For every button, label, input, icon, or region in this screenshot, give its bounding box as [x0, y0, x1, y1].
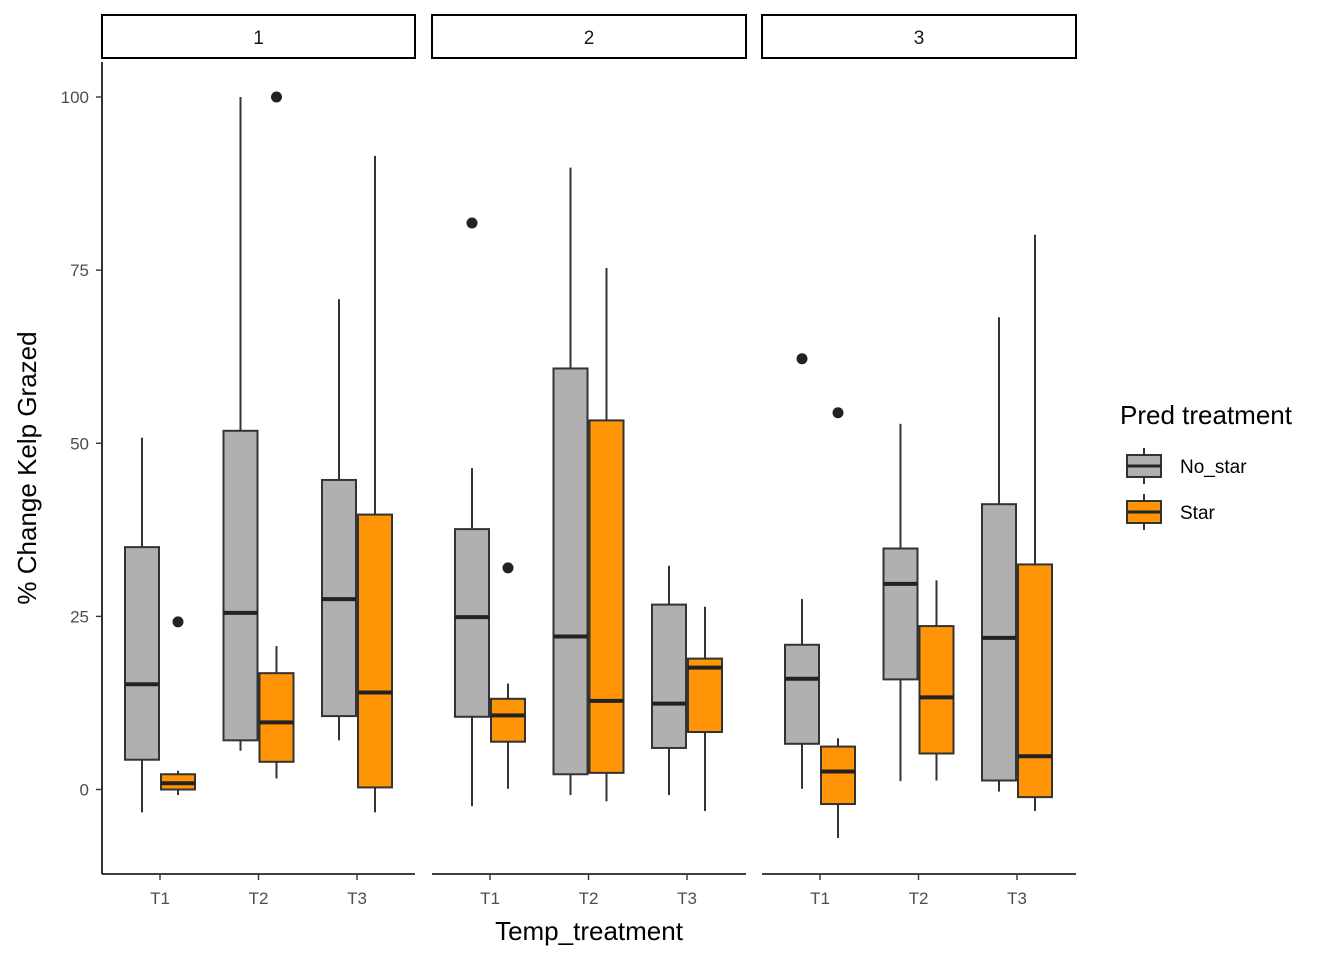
legend-title: Pred treatment — [1120, 400, 1293, 430]
box-1-T1-Star — [160, 616, 196, 796]
box-3-T2-No_star — [882, 423, 919, 782]
box-body — [882, 547, 919, 681]
box-body — [552, 367, 589, 776]
box-body — [258, 672, 295, 763]
box-3-T2-Star — [918, 580, 955, 781]
box-3-T3-No_star — [981, 317, 1017, 792]
facet-strip-2 — [431, 14, 747, 59]
y-axis-title: % Change Kelp Grazed — [12, 331, 42, 604]
box-3-T1-Star — [820, 407, 856, 838]
box-2-T2-Star — [588, 268, 625, 802]
box-body — [454, 528, 490, 718]
x-tick-label-T2: T2 — [909, 889, 929, 908]
box-body — [981, 503, 1017, 782]
box-2-T3-Star — [687, 606, 723, 811]
legend-label-No_star: No_star — [1180, 457, 1247, 478]
box-body — [784, 643, 820, 745]
x-tick-label-T1: T1 — [810, 889, 830, 908]
legend-item-Star: Star — [1126, 494, 1216, 530]
box-1-T2-No_star — [222, 97, 259, 751]
box-2-T1-No_star — [454, 217, 490, 807]
outlier-point — [832, 407, 844, 419]
facet-panel-2: 2 T1 T2 T3 — [431, 14, 747, 908]
x-axis-title: Temp_treatment — [495, 916, 684, 946]
box-body — [124, 546, 160, 761]
box-body — [820, 745, 856, 806]
facet-panel-3: 3 T1 T2 T3 — [761, 14, 1077, 908]
x-tick-label-T3: T3 — [677, 889, 697, 908]
box-2-T2-No_star — [552, 167, 589, 796]
box-3-T3-Star — [1017, 234, 1053, 811]
box-body — [1017, 563, 1053, 799]
box-body — [222, 429, 259, 742]
facet-panels: 1 T1 T2 T3 2 T1 T2 T3 3 T1 T2 T3 — [101, 14, 1077, 908]
box-body — [651, 603, 687, 749]
y-axis: 0 25 50 75 100 — [61, 62, 103, 874]
box-2-T1-Star — [490, 562, 526, 789]
y-tick-label-100: 100 — [61, 88, 89, 107]
box-body — [490, 697, 526, 743]
x-tick-label-T3: T3 — [1007, 889, 1027, 908]
outlier-point — [271, 91, 282, 103]
y-tick-label-75: 75 — [70, 261, 89, 280]
outlier-point — [172, 616, 184, 628]
legend-label-Star: Star — [1180, 503, 1216, 524]
box-3-T1-No_star — [784, 353, 820, 789]
x-tick-label-T2: T2 — [579, 889, 599, 908]
outlier-point — [466, 217, 478, 229]
box-body — [687, 657, 723, 734]
facet-strip-1 — [101, 14, 416, 59]
legend-item-No_star: No_star — [1126, 448, 1247, 484]
x-tick-label-T1: T1 — [480, 889, 500, 908]
box-1-T3-Star — [357, 155, 393, 813]
outlier-point — [502, 562, 514, 574]
y-tick-label-0: 0 — [80, 781, 89, 800]
outlier-point — [796, 353, 808, 365]
box-1-T1-No_star — [124, 437, 160, 813]
box-body — [357, 513, 393, 789]
legend: Pred treatment No_star Star — [1120, 400, 1293, 530]
x-tick-label-T3: T3 — [347, 889, 367, 908]
facet-panel-1: 1 T1 T2 T3 — [101, 14, 416, 908]
facet-strip-label-1: 1 — [253, 28, 264, 49]
box-body — [918, 625, 955, 755]
x-tick-label-T1: T1 — [150, 889, 170, 908]
x-tick-label-T2: T2 — [249, 889, 269, 908]
facet-strip-label-2: 2 — [584, 28, 595, 49]
facet-strip-3 — [761, 14, 1077, 59]
y-tick-label-50: 50 — [70, 434, 89, 453]
y-tick-label-25: 25 — [70, 607, 89, 626]
facet-strip-label-3: 3 — [914, 28, 925, 49]
box-1-T2-Star — [258, 91, 295, 779]
box-2-T3-No_star — [651, 565, 687, 796]
box-1-T3-No_star — [321, 299, 357, 741]
box-body — [588, 419, 625, 774]
